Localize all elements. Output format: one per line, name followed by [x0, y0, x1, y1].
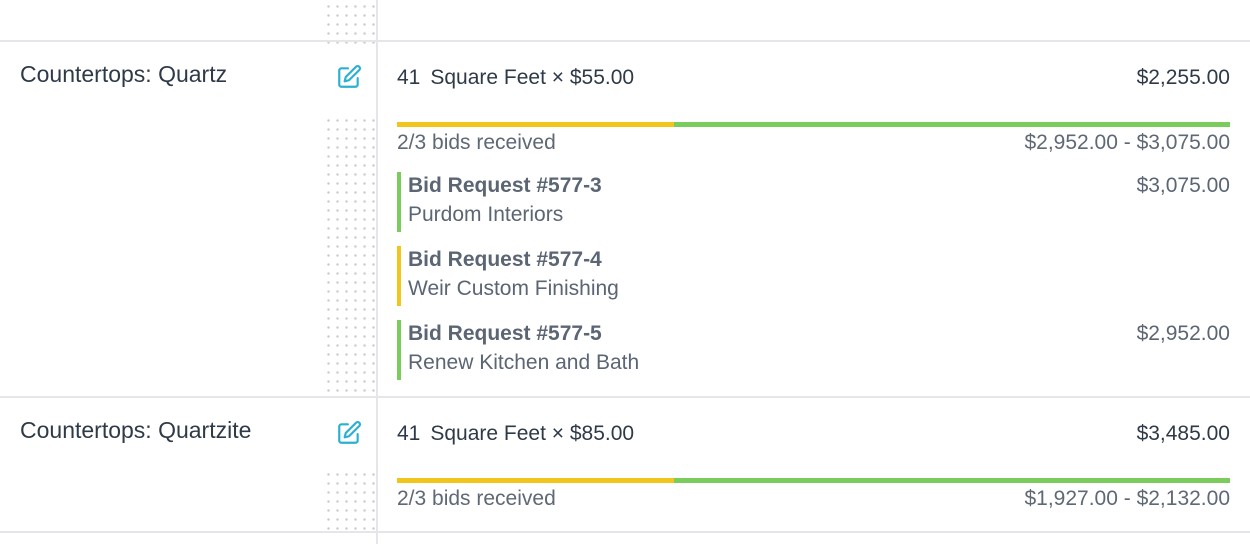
- bid-request-item[interactable]: Bid Request #577-4 Weir Custom Finishing: [397, 246, 1230, 306]
- drag-handle[interactable]: [322, 0, 376, 44]
- bid-status-accent: [397, 172, 401, 232]
- quantity-line: 41 Square Feet × $55.00: [397, 66, 634, 90]
- bids-received-text: 2/3 bids received: [397, 131, 556, 154]
- bid-request-title: Bid Request #577-3: [408, 174, 602, 197]
- line-item-detail-cell: 41 Square Feet × $55.00 $2,255.00 2/3 bid…: [378, 42, 1250, 398]
- line-item-detail-cell: [378, 533, 1250, 544]
- line-item-row: Countertops: Quartz 41 Square Feet × $55.…: [0, 40, 1250, 398]
- line-item-row-next: [0, 531, 1250, 544]
- bids-received-segment: [674, 122, 1230, 127]
- bids-price-range: $1,927.00 - $2,132.00: [1024, 487, 1230, 510]
- line-item-name-cell: Countertops: Quartz: [0, 42, 378, 398]
- unit-price: Square Feet × $85.00: [430, 422, 635, 445]
- drag-handle[interactable]: [322, 114, 376, 398]
- bids-price-range: $2,952.00 - $3,075.00: [1024, 131, 1230, 154]
- bid-vendor-name: Purdom Interiors: [408, 203, 564, 226]
- bid-amount: $2,952.00: [1136, 322, 1230, 345]
- line-item-name-cell: Countertops: Quartzite: [0, 398, 378, 533]
- edit-icon[interactable]: [336, 64, 362, 90]
- line-item-name-cell: [0, 533, 378, 544]
- line-item-detail-cell: 41 Square Feet × $85.00 $3,485.00 2/3 bid…: [378, 398, 1250, 533]
- edit-icon[interactable]: [336, 420, 362, 446]
- bid-request-item[interactable]: Bid Request #577-5 Renew Kitchen and Bat…: [397, 320, 1230, 380]
- bids-pending-segment: [397, 122, 675, 127]
- line-item-name: Countertops: Quartz: [20, 61, 228, 87]
- bid-vendor-name: Renew Kitchen and Bath: [408, 351, 640, 374]
- bid-request-title: Bid Request #577-5: [408, 322, 602, 345]
- bid-status-accent: [397, 320, 401, 380]
- drag-handle[interactable]: [322, 468, 376, 533]
- bids-pending-segment: [397, 478, 675, 483]
- bids-progress-bar: [397, 478, 1230, 483]
- bids-received-text: 2/3 bids received: [397, 487, 556, 510]
- bids-received-segment: [674, 478, 1230, 483]
- bid-amount: $3,075.00: [1136, 174, 1230, 197]
- line-item-detail-cell: [378, 0, 1250, 42]
- line-item-row: Countertops: Quartzite 41 Square Feet × $…: [0, 396, 1250, 533]
- quantity-value: 41: [397, 66, 421, 89]
- quantity-line: 41 Square Feet × $85.00: [397, 422, 634, 446]
- line-total: $2,255.00: [1136, 66, 1230, 89]
- bids-progress-bar: [397, 122, 1230, 127]
- line-item-row-previous: [0, 0, 1250, 44]
- bid-request-title: Bid Request #577-4: [408, 248, 602, 271]
- bid-status-accent: [397, 246, 401, 306]
- bid-request-item[interactable]: Bid Request #577-3 Purdom Interiors $3,0…: [397, 172, 1230, 232]
- line-total: $3,485.00: [1136, 422, 1230, 445]
- line-item-name: Countertops: Quartzite: [20, 417, 252, 443]
- line-item-name-cell: [0, 0, 378, 44]
- bid-vendor-name: Weir Custom Finishing: [408, 277, 619, 300]
- unit-price: Square Feet × $55.00: [430, 66, 635, 89]
- quantity-value: 41: [397, 422, 421, 445]
